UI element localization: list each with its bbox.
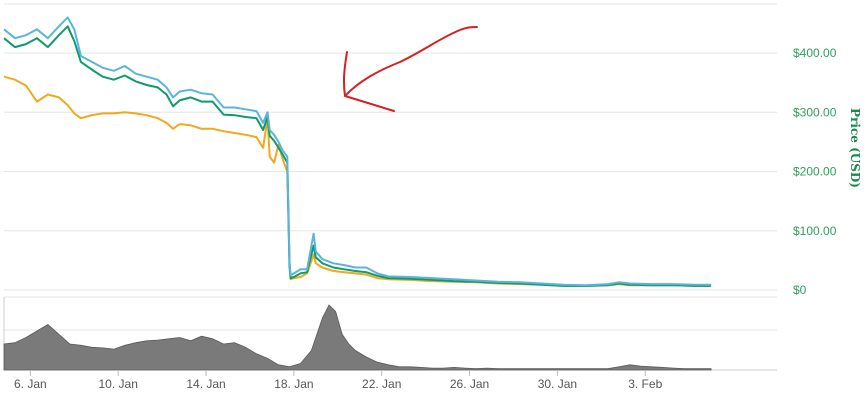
annotation-arrow bbox=[342, 26, 478, 112]
grid-lines bbox=[3, 3, 777, 371]
x-axis-ticks: 6. Jan 10. Jan 14. Jan 18. Jan 22. Jan 26. Ja… bbox=[14, 370, 663, 391]
y-tick-label: $100.00 bbox=[793, 224, 837, 238]
series-line-green bbox=[3, 25, 712, 287]
x-tick-label: 26. Jan bbox=[450, 377, 489, 391]
y-axis-label: Price (USD) bbox=[848, 108, 862, 188]
series-lines bbox=[3, 16, 712, 287]
x-tick-label: 30. Jan bbox=[538, 377, 577, 391]
x-tick-label: 14. Jan bbox=[186, 377, 225, 391]
x-tick-label: 3. Feb bbox=[628, 377, 662, 391]
x-tick-label: 6. Jan bbox=[14, 377, 47, 391]
x-tick-label: 22. Jan bbox=[362, 377, 401, 391]
volume-bars bbox=[3, 304, 712, 371]
y-axis-ticks: $400.00 $300.00 $200.00 $100.00 $0 bbox=[793, 46, 837, 297]
x-tick-label: 10. Jan bbox=[99, 377, 138, 391]
series-line-blue bbox=[3, 16, 712, 287]
y-tick-label: $300.00 bbox=[793, 105, 837, 119]
y-tick-label: $0 bbox=[793, 283, 807, 297]
series-line-orange bbox=[3, 75, 712, 287]
x-tick-label: 18. Jan bbox=[274, 377, 313, 391]
y-tick-label: $400.00 bbox=[793, 46, 837, 60]
y-tick-label: $200.00 bbox=[793, 165, 837, 179]
volume-area bbox=[3, 304, 712, 371]
